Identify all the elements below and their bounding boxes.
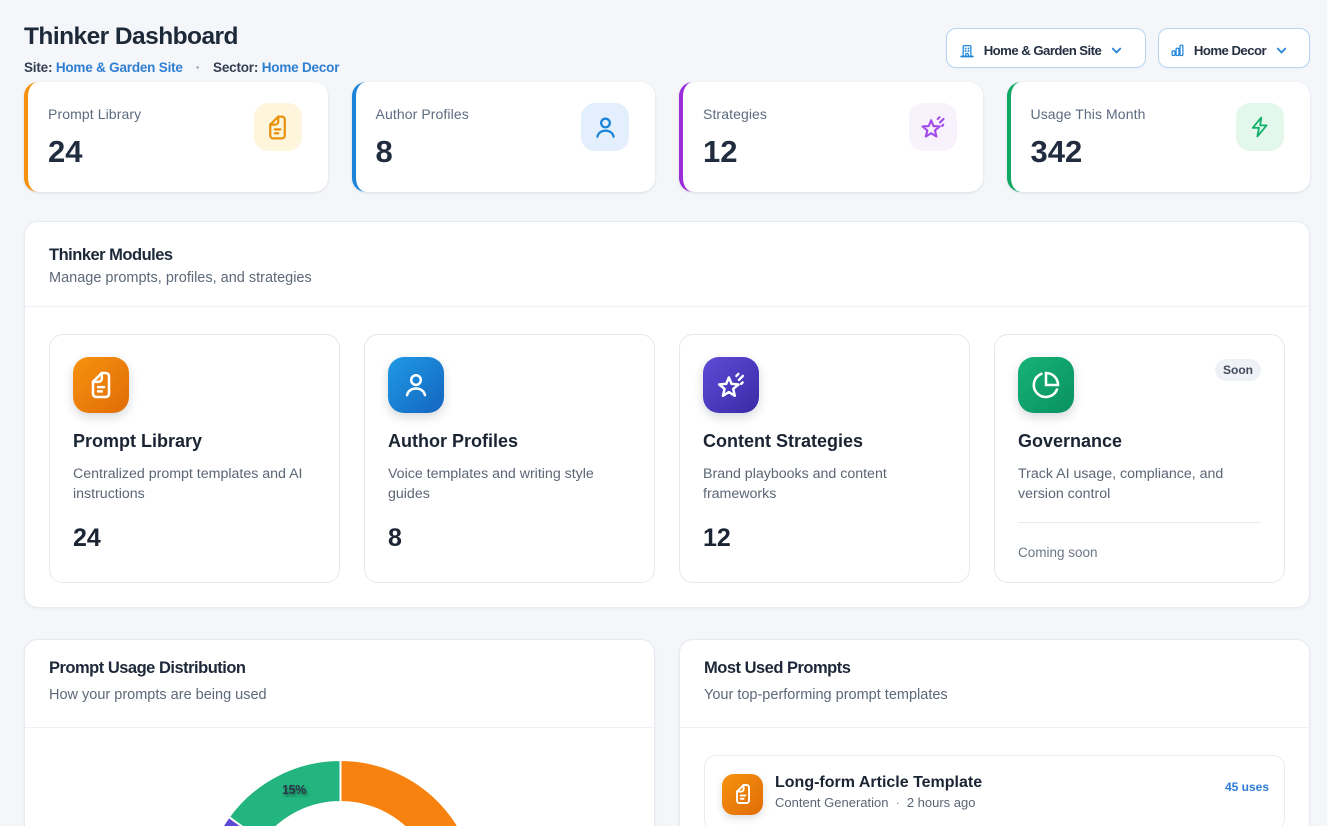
svg-text:15%: 15% — [282, 783, 306, 797]
